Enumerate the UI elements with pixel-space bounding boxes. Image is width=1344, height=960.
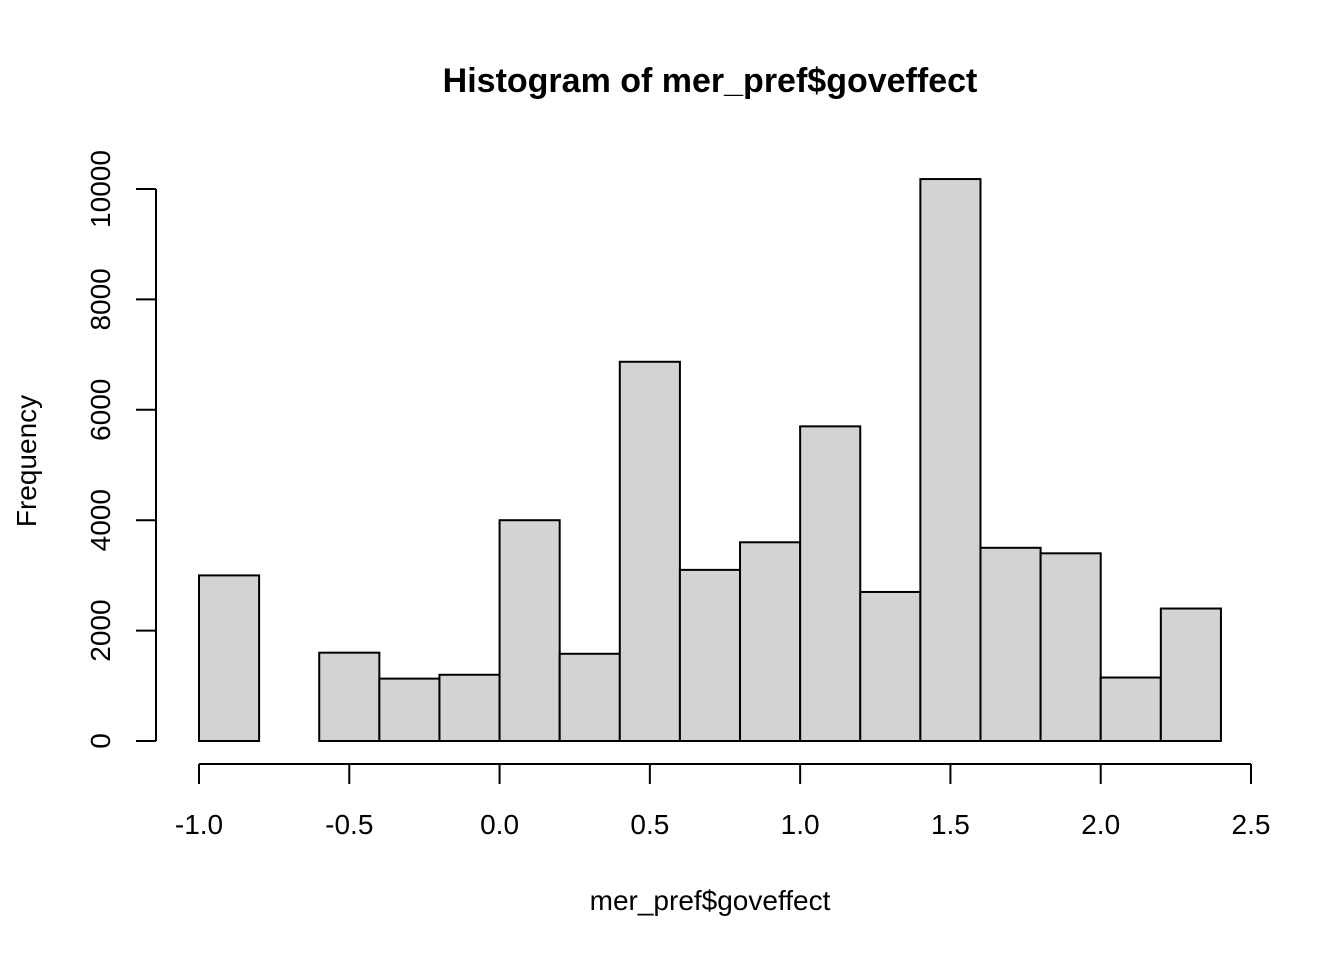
x-axis-ticks: -1.0 -0.5 0.0 0.5 1.0 1.5 2.0 2.5: [175, 764, 1271, 840]
x-tick-label: 2.5: [1232, 809, 1271, 840]
y-axis: 0 2000 4000 6000 8000 10000: [85, 150, 157, 749]
histogram-bar: [919, 178, 982, 742]
histogram-bar: [1159, 607, 1222, 743]
histogram-bar: [1099, 676, 1162, 743]
histogram-bar: [618, 360, 681, 742]
y-axis-ticks: 0 2000 4000 6000 8000 10000: [85, 150, 156, 749]
histogram-bar: [799, 425, 862, 742]
y-tick-label: 6000: [85, 379, 116, 441]
histogram-bar: [979, 546, 1042, 742]
x-tick-label: 1.0: [781, 809, 820, 840]
histogram-bar: [558, 652, 621, 742]
x-tick-label: 0.5: [630, 809, 669, 840]
y-tick-label: 8000: [85, 268, 116, 330]
histogram-bar: [859, 590, 922, 743]
y-axis-label: Frequency: [11, 395, 42, 527]
histogram-bar: [198, 574, 261, 743]
x-tick-label: -0.5: [325, 809, 373, 840]
x-axis: -1.0 -0.5 0.0 0.5 1.0 1.5 2.0 2.5: [175, 763, 1271, 840]
chart-title: Histogram of mer_pref$goveffect: [443, 62, 978, 100]
x-tick-label: 2.0: [1081, 809, 1120, 840]
x-tick-label: 1.5: [931, 809, 970, 840]
y-tick-label: 10000: [85, 150, 116, 228]
histogram-bars: [198, 178, 1222, 743]
y-tick-label: 0: [85, 733, 116, 749]
y-tick-label: 2000: [85, 599, 116, 661]
histogram-bar: [1039, 552, 1102, 742]
x-axis-label: mer_pref$goveffect: [590, 885, 831, 916]
histogram-bar: [438, 673, 501, 743]
histogram-bar: [739, 541, 802, 743]
histogram-bar: [318, 651, 381, 742]
x-tick-label: 0.0: [480, 809, 519, 840]
histogram-bar: [498, 519, 561, 743]
y-tick-label: 4000: [85, 489, 116, 551]
histogram-bar: [678, 568, 742, 742]
x-tick-label: -1.0: [175, 809, 223, 840]
histogram-bar: [378, 677, 441, 743]
